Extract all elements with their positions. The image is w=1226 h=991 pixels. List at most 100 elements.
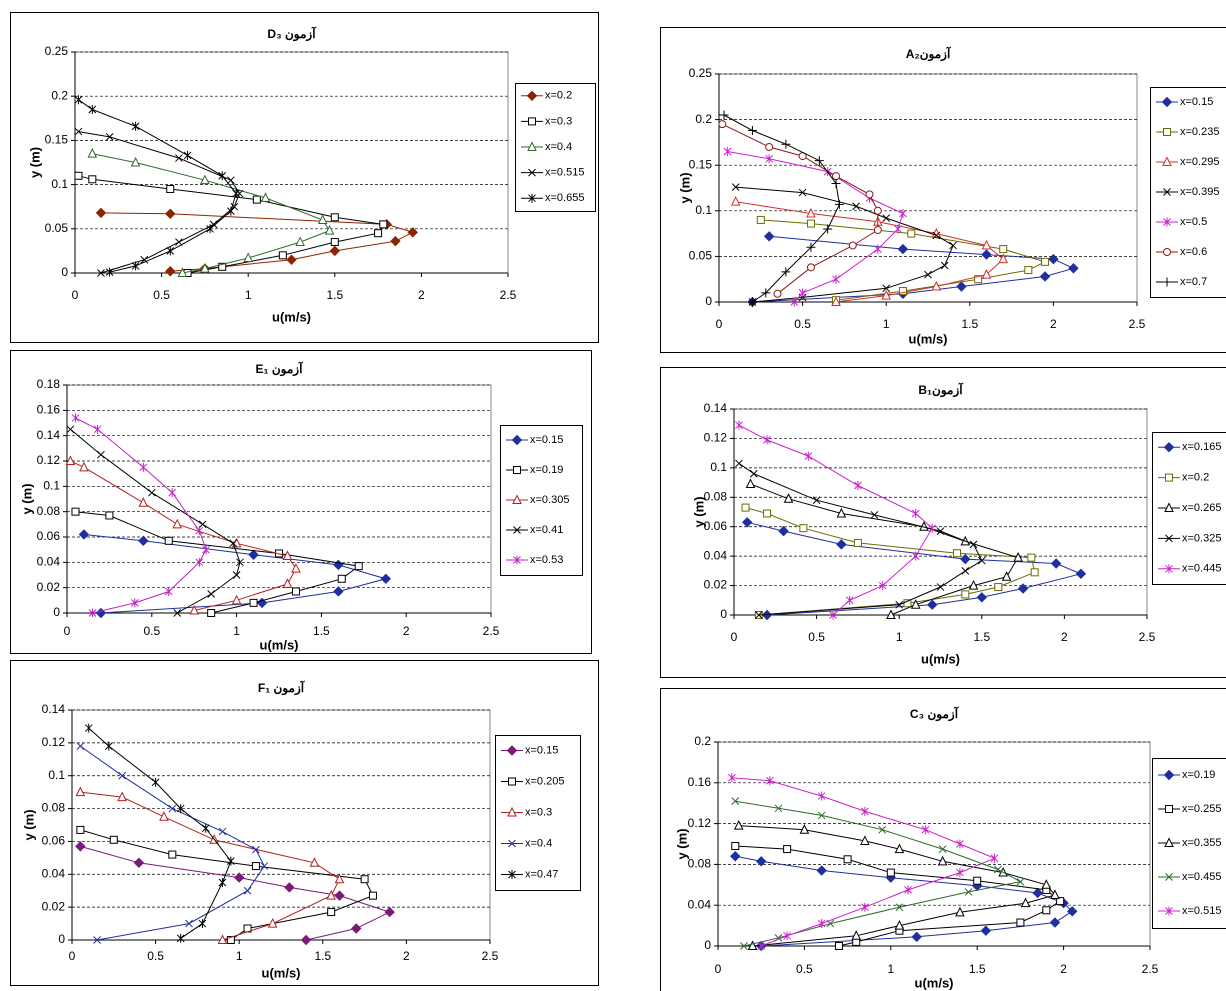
plot-area [66,384,492,614]
plot-area [718,73,1138,303]
y-tick-label: 0.25 [689,66,713,80]
y-axis-label: y (m) [21,809,36,840]
marker [1163,769,1175,781]
marker [183,150,192,160]
marker [973,876,982,885]
marker [765,142,774,151]
marker [95,207,107,219]
y-tick-label: 0.05 [45,221,69,235]
marker [248,549,259,560]
marker [823,224,833,234]
marker [940,261,949,270]
marker [836,507,847,518]
marker [291,587,300,596]
marker [911,508,920,518]
marker [278,251,287,260]
marker [330,238,339,247]
marker [936,583,945,591]
marker [172,518,183,529]
marker [783,845,792,854]
marker [131,261,140,271]
legend-label: x=0.15 [525,744,558,756]
chart-title: E₁ آزمون [256,360,305,377]
marker [78,529,90,540]
marker [528,117,536,126]
chart-panel: E₁ آزمون 0 0.02 0.04 0.06 0.08 0.1 0.12 0.14 0.16… [10,350,592,654]
y-tick-label: 0.12 [37,453,61,467]
marker [513,555,521,565]
y-tick-label: 0.16 [688,775,712,789]
marker [742,517,753,528]
series-line [747,521,1083,616]
x-tick-label: 0.5 [143,624,160,638]
marker [317,214,328,224]
y-tick-label: 0.16 [37,403,61,417]
marker [1024,266,1033,275]
marker [252,195,261,204]
marker [1165,873,1173,881]
marker [730,851,741,862]
marker [164,586,173,596]
marker [1165,805,1173,813]
x-tick-label: 2.5 [1139,630,1156,644]
marker [806,219,815,228]
marker [1056,897,1065,906]
series-line [738,424,933,616]
marker [937,855,948,866]
marker [969,540,978,549]
marker [977,556,986,565]
y-tick-label: 0.06 [37,529,61,543]
x-tick-label: 1.5 [313,624,330,638]
x-tick-label: 0.5 [147,949,164,963]
marker [1165,534,1173,543]
x-tick-label: 2 [403,624,410,638]
marker [870,511,879,519]
marker [528,193,536,203]
legend-label: x=0.655 [545,192,584,204]
marker [84,723,93,733]
y-tick-label: 0.06 [704,519,728,533]
marker [202,545,210,555]
marker [71,507,80,516]
y-tick-label: 0.05 [689,249,713,263]
marker [282,550,293,560]
marker [881,289,892,300]
marker [895,600,904,609]
marker [799,824,810,834]
legend-label: x=0.19 [1182,769,1215,781]
marker [1165,473,1173,482]
y-tick-label: 0.1 [695,203,712,217]
marker [109,835,118,844]
marker [1161,96,1173,108]
y-tick-label: 0.1 [710,460,727,474]
x-axis-label: u(m/s) [262,965,301,980]
marker [76,742,85,750]
marker [1020,897,1031,908]
marker [903,599,912,608]
marker [236,558,244,567]
marker [1163,217,1171,227]
marker [226,856,235,866]
marker [999,245,1008,254]
x-tick-label: 1 [245,288,252,302]
marker [1075,568,1087,580]
y-tick-label: 0.02 [704,578,728,592]
marker [931,280,942,291]
marker [1162,156,1172,166]
marker [74,171,83,180]
marker [235,189,244,198]
y-tick-label: 0.1 [43,479,60,493]
marker [140,255,149,264]
marker [65,455,76,465]
marker [1032,887,1043,899]
marker [326,890,336,900]
y-axis-label: y (m) [27,147,42,178]
marker [774,804,783,813]
y-tick-label: 0.14 [37,428,61,442]
marker [783,493,794,503]
legend-label: x=0.515 [1182,905,1221,917]
marker [1050,558,1062,569]
marker [1042,906,1051,915]
marker [765,776,774,786]
marker [778,525,789,537]
